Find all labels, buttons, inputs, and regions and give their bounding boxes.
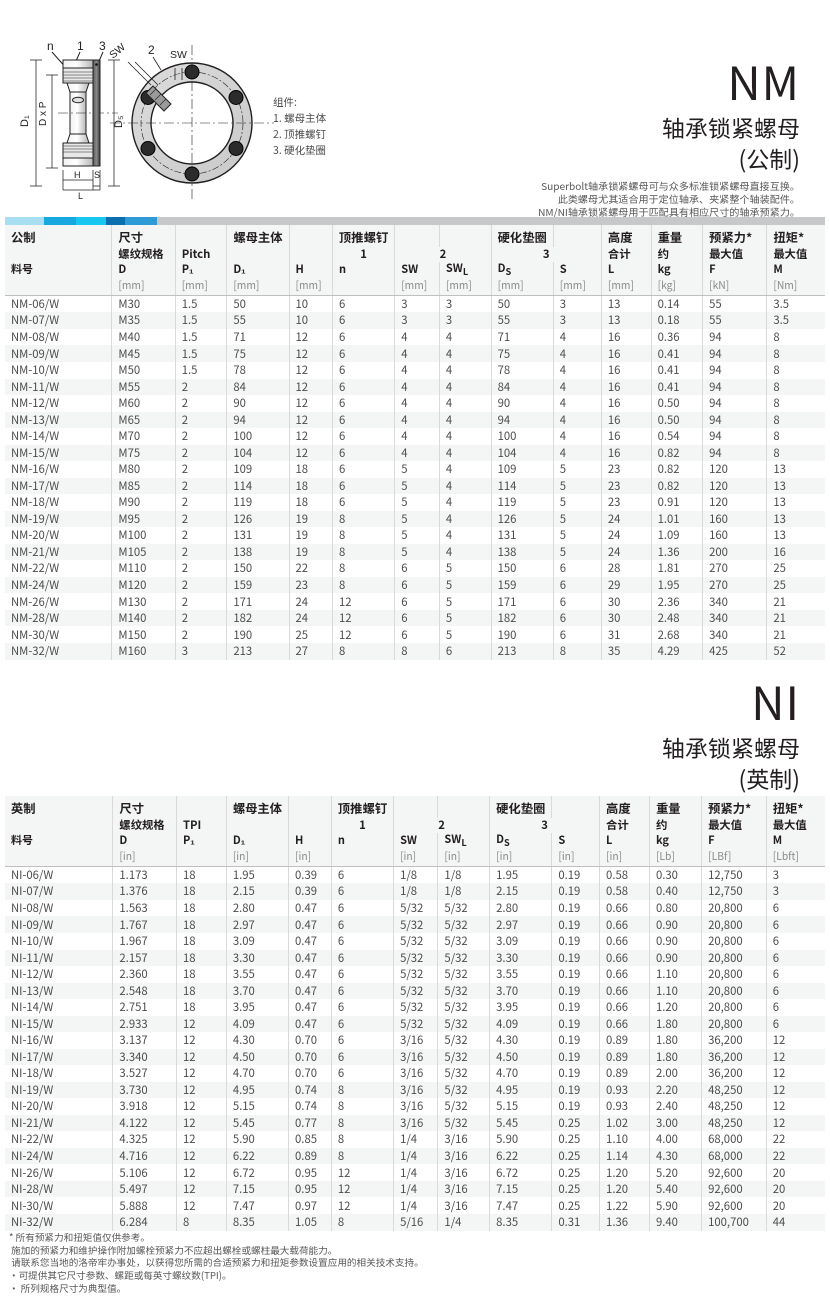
svg-text:SW: SW <box>170 49 187 61</box>
svg-text:D x P: D x P <box>38 101 49 126</box>
svg-text:3: 3 <box>99 40 106 53</box>
svg-text:H: H <box>74 170 81 180</box>
svg-text:2: 2 <box>148 43 155 57</box>
svg-text:2. 顶推螺钉: 2. 顶推螺钉 <box>273 127 327 142</box>
svg-text:1: 1 <box>77 40 84 53</box>
svg-text:n: n <box>47 40 54 53</box>
svg-text:D₁: D₁ <box>19 115 31 127</box>
svg-text:S: S <box>94 170 100 180</box>
svg-text:SW: SW <box>107 41 128 61</box>
svg-text:L: L <box>78 191 83 201</box>
svg-text:组件:: 组件: <box>273 95 297 110</box>
svg-text:3. 硬化垫圈: 3. 硬化垫圈 <box>273 143 326 158</box>
svg-text:1. 螺母主体: 1. 螺母主体 <box>273 111 327 126</box>
svg-text:D₅: D₅ <box>113 116 125 128</box>
